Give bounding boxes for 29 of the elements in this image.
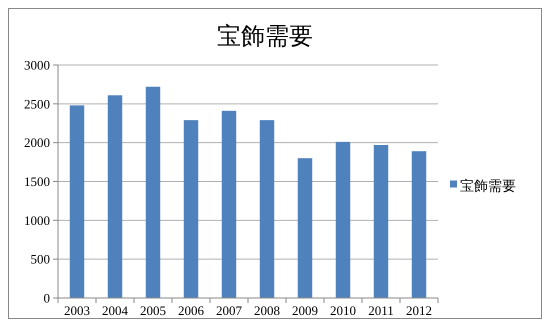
x-tick-label: 2007 xyxy=(216,303,242,318)
x-tick-label: 2006 xyxy=(178,303,204,318)
y-tick-label: 2000 xyxy=(24,135,50,150)
bar xyxy=(260,120,274,298)
bar xyxy=(222,110,236,298)
chart-title: 宝飾需要 xyxy=(217,23,313,50)
legend-label: 宝飾需要 xyxy=(460,178,516,194)
y-tick-label: 500 xyxy=(30,252,50,267)
bar xyxy=(184,120,198,298)
bar xyxy=(146,86,160,298)
x-tick-label: 2011 xyxy=(368,303,394,318)
y-tick-label: 3000 xyxy=(24,58,50,73)
x-tick-label: 2008 xyxy=(254,303,280,318)
x-tick-label: 2003 xyxy=(64,303,90,318)
x-tick-label: 2009 xyxy=(292,303,318,318)
y-tick-label: 2500 xyxy=(24,96,50,112)
bar xyxy=(336,142,350,298)
bar xyxy=(298,158,312,298)
x-tick-label: 2010 xyxy=(330,303,356,318)
bar xyxy=(412,151,426,298)
y-tick-label: 1000 xyxy=(24,212,50,228)
bar xyxy=(374,144,388,298)
x-tick-label: 2004 xyxy=(102,303,128,318)
y-tick-label: 0 xyxy=(44,290,50,306)
x-tick-label: 2005 xyxy=(140,303,166,318)
bar xyxy=(70,105,84,298)
x-tick-label: 2012 xyxy=(406,303,432,318)
y-tick-label: 1500 xyxy=(24,174,50,190)
bar xyxy=(108,95,122,298)
